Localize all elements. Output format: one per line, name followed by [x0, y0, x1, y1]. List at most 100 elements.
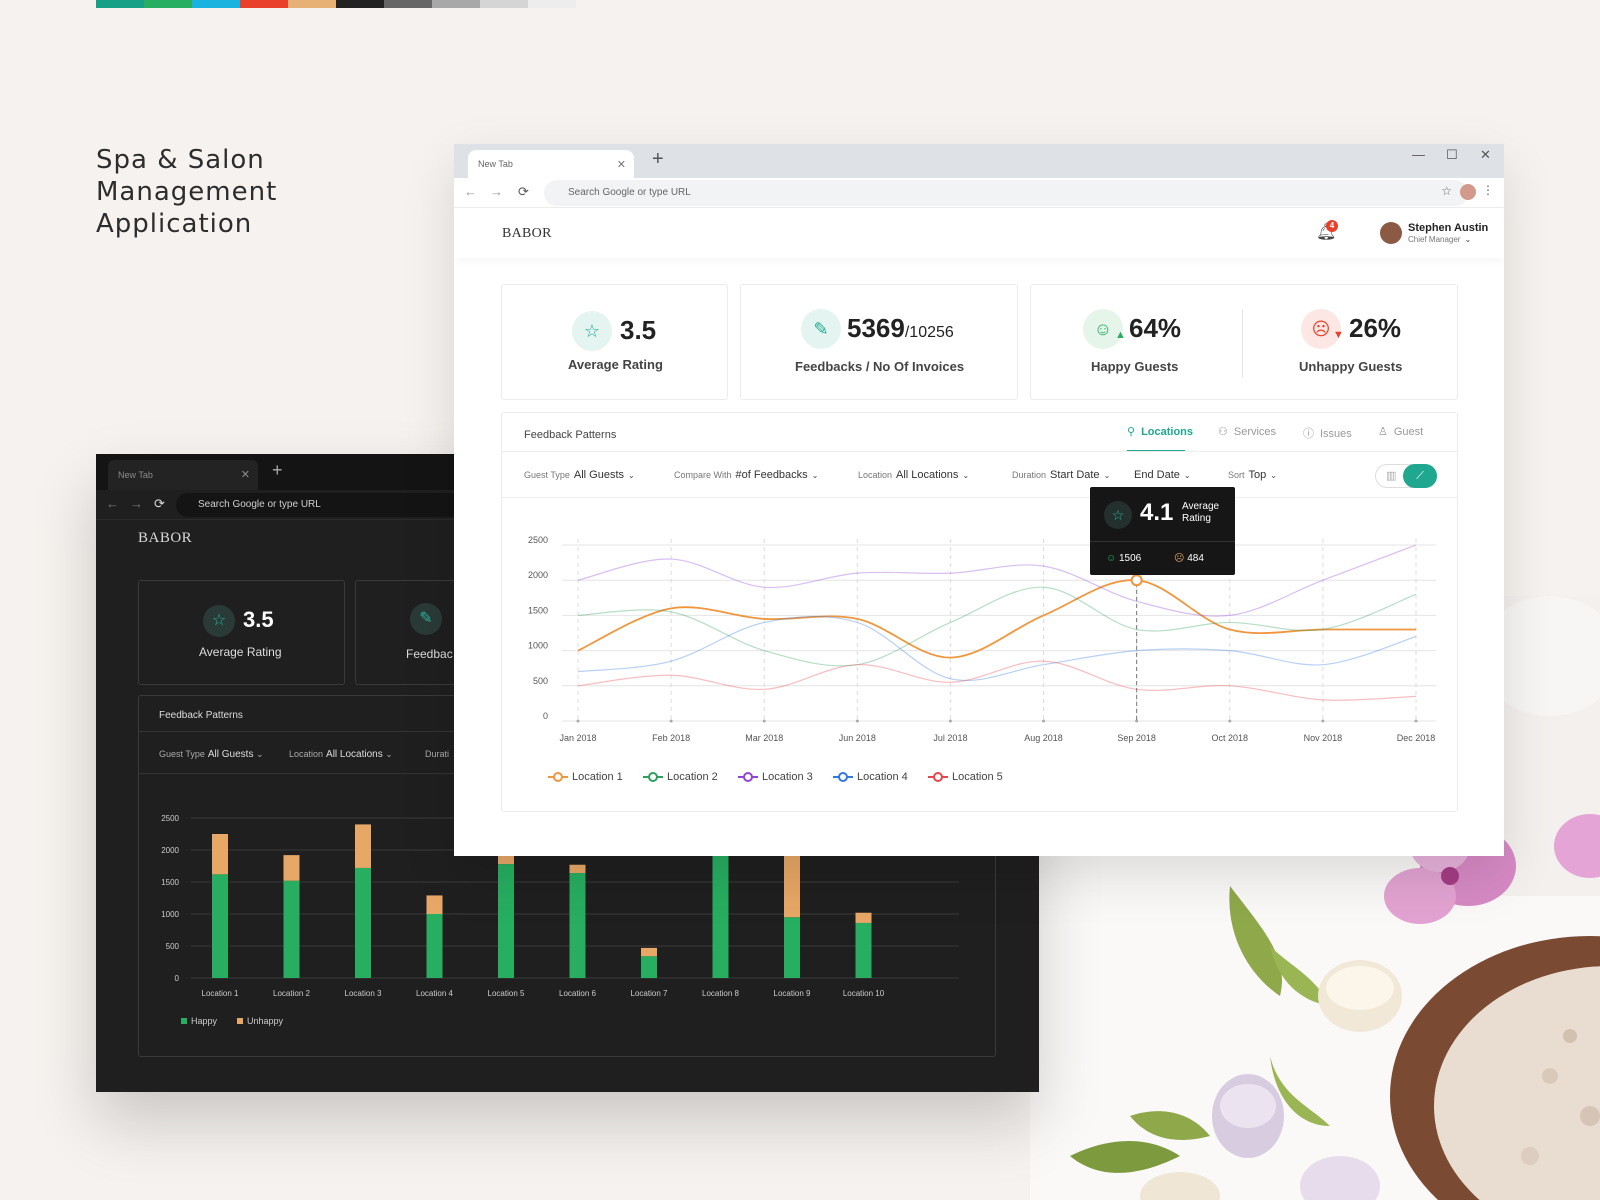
maximize-icon[interactable]: ☐ [1446, 147, 1458, 162]
profile-avatar[interactable] [1460, 184, 1476, 200]
forward-icon[interactable]: → [130, 496, 143, 511]
dark-feedback-label: Feedbac [406, 647, 453, 661]
back-icon[interactable]: ← [106, 496, 119, 511]
location-filter[interactable]: Location All Locations ⌄ [858, 469, 969, 481]
star-icon: ☆ [1104, 501, 1132, 529]
reload-icon[interactable]: ⟳ [154, 496, 165, 511]
forward-icon[interactable]: → [490, 184, 503, 199]
y-tick-label: 500 [533, 676, 548, 686]
alert-circle-icon: ⓘ [1303, 428, 1314, 440]
x-tick-label: Aug 2018 [1024, 733, 1063, 743]
y-tick-label: 2500 [528, 535, 548, 545]
sort-filter[interactable]: Sort Top ⌄ [1228, 469, 1277, 481]
dark-logo: BABOR [138, 530, 193, 546]
dark-guest-type-filter[interactable]: Guest Type All Guests ⌄ [159, 749, 264, 760]
highlight-point [1130, 574, 1143, 587]
feedbacks-label: Feedbacks / No Of Invoices [795, 359, 965, 374]
light-tab[interactable]: New Tab ✕ [468, 150, 634, 178]
x-tick-label: Jul 2018 [933, 733, 967, 743]
legend-item[interactable]: Location 1 [548, 771, 623, 783]
chevron-down-icon: ⌄ [255, 749, 264, 759]
y-tick-label: 2000 [161, 846, 179, 855]
presentation-heading: Spa & Salon Management Application [96, 144, 277, 240]
chevron-down-icon: ⌄ [628, 471, 635, 480]
happy-guests-value: 64% [1129, 313, 1182, 343]
divider [1090, 541, 1235, 542]
dark-tab-title: New Tab [118, 470, 153, 480]
heading-line-2: Management [96, 177, 278, 207]
chevron-down-icon: ⌄ [811, 471, 819, 480]
duration-start-filter[interactable]: Duration Start Date ⌄ [1012, 469, 1110, 481]
close-window-icon[interactable]: ✕ [1480, 147, 1491, 162]
y-tick-label: 1500 [528, 605, 548, 615]
average-rating-value: 3.5 [620, 315, 657, 345]
arrow-down-icon: ▼ [1333, 329, 1344, 341]
guest-type-filter[interactable]: Guest Type All Guests ⌄ [524, 469, 635, 481]
light-url-input[interactable]: Search Google or type URL [544, 180, 1468, 206]
close-tab-icon[interactable]: ✕ [240, 469, 250, 481]
legend-marker [643, 772, 663, 783]
user-name[interactable]: Stephen Austin [1408, 222, 1489, 234]
tab-locations[interactable]: ⚲ Locations [1127, 425, 1193, 438]
legend-item[interactable]: Location 5 [928, 771, 1003, 783]
palette-swatch [432, 0, 480, 8]
legend-swatch [237, 1018, 243, 1024]
legend-label: Happy [191, 1016, 218, 1026]
user-role-text: Chief Manager [1408, 235, 1461, 244]
average-rating-card: ☆ 3.5 Average Rating [501, 284, 728, 400]
light-address-bar: ← → ⟳ Search Google or type URL ☆ ⋮ [454, 178, 1504, 208]
back-icon[interactable]: ← [464, 184, 477, 199]
legend-item[interactable]: Location 3 [738, 771, 813, 783]
tab-label: Issues [1320, 428, 1352, 440]
line-chart-icon[interactable]: ⟋ [1403, 464, 1437, 488]
y-tick-label: 1000 [528, 641, 548, 651]
minimize-icon[interactable]: — [1412, 147, 1425, 162]
menu-dots-icon[interactable]: ⋮ [1482, 183, 1494, 197]
user-icon: ♙ [1378, 426, 1388, 438]
dark-location-filter[interactable]: Location All Locations ⌄ [289, 749, 393, 760]
filter-value: All Locations [326, 749, 383, 760]
compare-with-filter[interactable]: Compare With #of Feedbacks ⌄ [674, 469, 818, 481]
x-tick-dot [762, 719, 766, 723]
filter-value: All Locations [896, 469, 959, 481]
legend-label: Location 1 [572, 771, 623, 783]
tab-issues[interactable]: ⓘ Issues [1303, 425, 1352, 441]
feedback-patterns-panel: Feedback Patterns ⚲ Locations ⚇ Services ⓘ… [501, 412, 1458, 812]
tab-guest[interactable]: ♙ Guest [1378, 425, 1423, 438]
dark-tab[interactable]: New Tab ✕ [108, 460, 258, 490]
legend-marker-circle [553, 772, 563, 783]
bookmark-star-icon[interactable]: ☆ [1441, 184, 1452, 198]
series-line [577, 586, 1417, 667]
close-tab-icon[interactable]: ✕ [616, 159, 626, 171]
new-tab-icon[interactable]: + [272, 460, 283, 480]
x-tick-label: Oct 2018 [1212, 733, 1249, 743]
bar-segment [569, 873, 586, 978]
legend-item[interactable]: Location 4 [833, 771, 908, 783]
palette-swatch [96, 0, 144, 8]
new-tab-icon[interactable]: + [652, 148, 664, 170]
palette-swatch [480, 0, 528, 8]
tab-services[interactable]: ⚇ Services [1218, 425, 1276, 438]
light-tab-bar: New Tab ✕ + — ☐ ✕ [454, 144, 1504, 178]
legend-marker-circle [648, 772, 658, 783]
legend-label: Location 2 [667, 771, 718, 783]
duration-end-filter[interactable]: End Date ⌄ [1130, 469, 1191, 481]
x-tick-dot [1321, 719, 1325, 723]
dark-duration-filter[interactable]: Durati [425, 749, 449, 759]
user-role[interactable]: Chief Manager ⌄ [1408, 235, 1471, 244]
filter-value: Start Date [1050, 469, 1100, 481]
palette-swatch [240, 0, 288, 8]
palette-swatch [384, 0, 432, 8]
chart-type-toggle[interactable]: ▥ ⟋ [1375, 464, 1437, 488]
x-tick-label: Location 4 [416, 989, 453, 998]
user-avatar[interactable] [1380, 222, 1402, 244]
filter-label: Sort [1228, 470, 1245, 480]
reload-icon[interactable]: ⟳ [518, 184, 529, 199]
tab-label: Guest [1393, 426, 1424, 438]
bar-chart-icon[interactable]: ▥ [1386, 470, 1397, 482]
legend-item[interactable]: Location 2 [643, 771, 718, 783]
filter-label: Compare With [674, 470, 732, 480]
app-logo[interactable]: BABOR [502, 226, 552, 241]
chevron-down-icon: ⌄ [385, 749, 393, 759]
notification-badge: 4 [1326, 220, 1338, 232]
